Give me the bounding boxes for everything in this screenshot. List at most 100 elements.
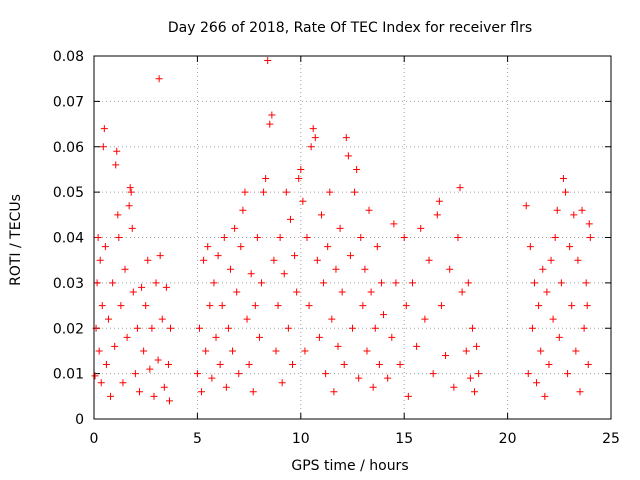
data-point (291, 252, 299, 260)
data-point (262, 175, 270, 183)
data-point (564, 370, 572, 378)
x-tick-label: 15 (395, 431, 413, 447)
data-point (214, 252, 222, 260)
data-point (305, 302, 313, 310)
data-point (580, 324, 588, 332)
plot-frame (93, 55, 612, 420)
data-point (155, 75, 163, 83)
data-point (326, 188, 334, 196)
data-point (468, 324, 476, 332)
data-point (282, 188, 290, 196)
data-point (218, 302, 226, 310)
y-tick-label: 0.02 (53, 321, 84, 337)
data-point (547, 256, 555, 264)
data-point (555, 333, 563, 341)
data-point (226, 265, 234, 273)
data-point (270, 256, 278, 264)
data-point (437, 302, 445, 310)
data-point (193, 370, 201, 378)
data-point (127, 188, 135, 196)
data-point (361, 265, 369, 273)
data-point (533, 379, 541, 387)
data-point (100, 125, 108, 133)
data-point (313, 256, 321, 264)
data-point (101, 243, 109, 251)
data-point (165, 397, 173, 405)
data-point (576, 388, 584, 396)
data-point (222, 383, 230, 391)
data-point (112, 161, 120, 169)
data-point (164, 361, 172, 369)
data-point (247, 270, 255, 278)
data-point (255, 333, 263, 341)
data-point (371, 324, 379, 332)
data-point (349, 324, 356, 332)
y-tick-label: 0.01 (53, 367, 84, 383)
data-point (286, 215, 294, 223)
data-point (456, 184, 464, 192)
data-point (268, 111, 276, 119)
data-point (251, 302, 259, 310)
data-point (123, 333, 131, 341)
data-point (93, 279, 101, 287)
data-point (522, 202, 530, 210)
y-tick-label: 0.03 (53, 276, 84, 292)
data-point (126, 184, 134, 192)
data-point (245, 361, 253, 369)
data-point (425, 256, 433, 264)
data-point (152, 279, 160, 287)
data-point (574, 256, 582, 264)
data-point (115, 234, 123, 241)
data-point (266, 120, 274, 128)
data-point (272, 347, 280, 355)
data-point (545, 361, 553, 369)
data-point (94, 234, 102, 241)
data-point (239, 206, 247, 214)
data-point (535, 302, 543, 310)
data-point (537, 347, 545, 355)
data-point (121, 265, 129, 273)
data-point (413, 342, 421, 350)
data-point (353, 165, 361, 173)
data-point (107, 392, 115, 400)
data-point (450, 383, 458, 391)
data-point (212, 333, 220, 341)
data-point (260, 188, 268, 196)
data-point (330, 388, 338, 396)
data-point (111, 342, 119, 350)
y-tick-label: 0.07 (53, 94, 84, 110)
data-point (340, 361, 348, 369)
x-tick-label: 10 (292, 431, 310, 447)
data-point (390, 220, 398, 228)
data-point (530, 279, 538, 287)
data-point (454, 234, 462, 241)
data-point (355, 374, 363, 382)
data-point (311, 134, 319, 142)
data-point (284, 324, 292, 332)
data-point (158, 315, 166, 323)
data-point (458, 288, 466, 296)
grid (94, 56, 611, 419)
data-point (435, 197, 443, 205)
data-point (433, 211, 441, 219)
data-point (117, 302, 125, 310)
data-point (160, 383, 168, 391)
data-point (98, 302, 106, 310)
data-point (526, 243, 534, 251)
data-point (167, 324, 175, 332)
data-points (91, 57, 594, 405)
data-point (528, 324, 536, 332)
data-point (543, 288, 551, 296)
data-point (224, 324, 232, 332)
data-point (392, 279, 400, 287)
data-point (584, 361, 592, 369)
data-point (104, 315, 112, 323)
data-point (109, 279, 117, 287)
data-point (334, 342, 342, 350)
data-point (328, 315, 336, 323)
data-point (417, 224, 425, 232)
data-point (128, 224, 136, 232)
data-point (570, 211, 578, 219)
y-tick-label: 0.06 (53, 140, 84, 156)
